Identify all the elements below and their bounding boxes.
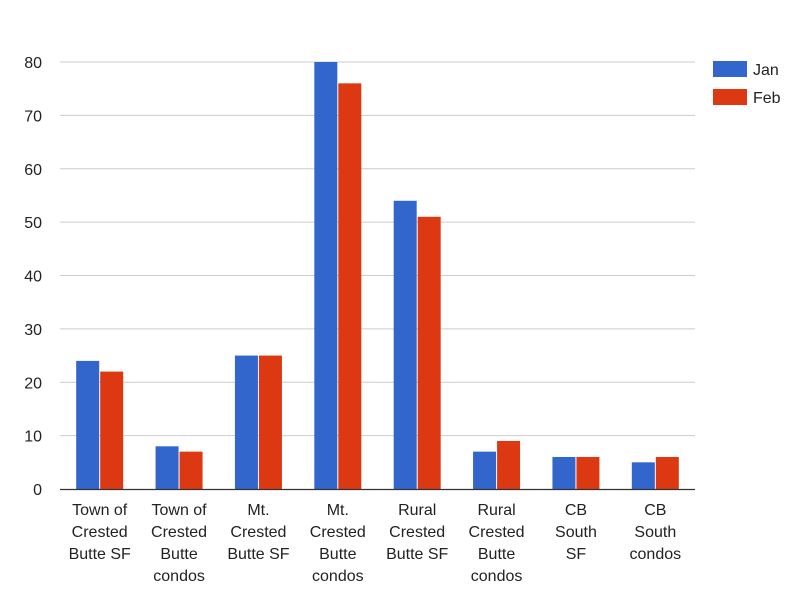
y-tick-label: 0 — [33, 482, 42, 499]
y-tick-label: 20 — [24, 375, 42, 392]
bars — [76, 62, 679, 489]
legend-swatch-feb — [713, 89, 747, 105]
y-tick-label: 50 — [24, 215, 42, 232]
y-tick-label: 10 — [24, 429, 42, 446]
x-tick-label: Rural Crested Butte SF — [386, 502, 448, 563]
bar-feb — [179, 451, 203, 489]
bar-feb — [338, 83, 362, 489]
x-tick-label: CB South condos — [630, 502, 682, 563]
bar-feb — [497, 440, 521, 489]
y-tick-label: 60 — [24, 162, 42, 179]
bar-jan — [393, 200, 417, 489]
x-tick-label: Town of Crested Butte condos — [151, 502, 207, 585]
bar-jan — [552, 456, 576, 489]
bar-jan — [631, 462, 655, 489]
x-tick-labels: Town of Crested Butte SF Town of Crested Butt… — [69, 502, 682, 585]
bar-jan — [473, 451, 497, 489]
x-tick-label: CB South SF — [555, 502, 597, 563]
bar-jan — [76, 360, 100, 489]
bar-feb — [576, 456, 600, 489]
legend-label-jan: Jan — [753, 62, 779, 79]
bar-feb — [655, 456, 679, 489]
y-tick-labels: 0 10 20 30 40 50 60 70 80 — [24, 55, 42, 499]
legend-swatch-jan — [713, 61, 747, 77]
y-tick-label: 70 — [24, 108, 42, 125]
y-tick-label: 30 — [24, 322, 42, 339]
legend-label-feb: Feb — [753, 90, 781, 107]
bar-jan — [155, 446, 179, 489]
x-tick-label: Rural Crested Butte condos — [469, 502, 525, 585]
bar-jan — [314, 62, 338, 489]
x-tick-label: Town of Crested Butte SF — [69, 502, 131, 563]
x-tick-label: Mt. Crested Butte condos — [310, 502, 366, 585]
y-tick-label: 80 — [24, 55, 42, 72]
bar-feb — [258, 355, 282, 489]
bar-jan — [234, 355, 258, 489]
legend: Jan Feb — [713, 61, 781, 107]
bar-feb — [417, 216, 441, 489]
bar-feb — [100, 371, 124, 489]
gridlines — [60, 61, 695, 437]
y-tick-label: 40 — [24, 269, 42, 286]
x-tick-label: Mt. Crested Butte SF — [227, 502, 289, 563]
